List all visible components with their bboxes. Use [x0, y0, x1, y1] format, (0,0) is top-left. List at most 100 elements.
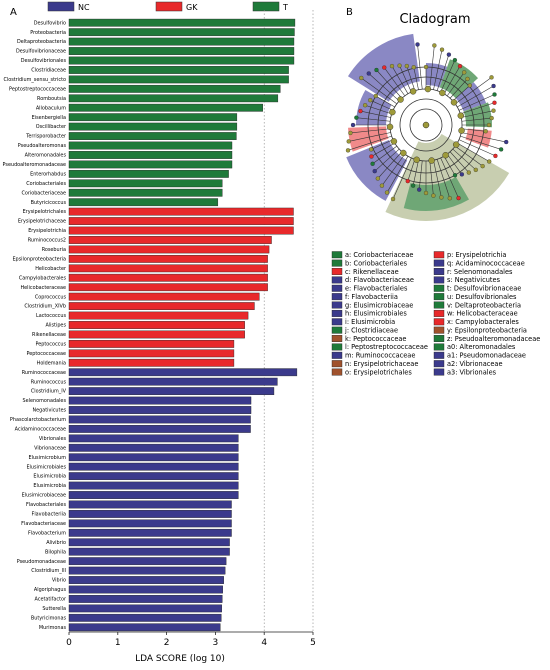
- clade-sector: [465, 128, 492, 148]
- cladogram-legend-item: q: Acidaminococcaceae: [433, 259, 525, 267]
- cladogram-legend-swatch: [433, 335, 445, 342]
- tree-branch: [460, 102, 495, 115]
- tree-branch: [457, 85, 494, 108]
- bar-label: Alteromonadales: [25, 153, 67, 159]
- bar-t-4: [68, 56, 295, 65]
- tree-node: [456, 195, 461, 201]
- cladogram-legend-item: d: Flavobacteriaceae: [331, 276, 414, 284]
- tree-branch: [461, 110, 494, 118]
- tree-branch: [460, 135, 502, 150]
- tree-branch: [384, 67, 406, 97]
- tree-node: [452, 57, 458, 63]
- bar-gk-3: [68, 236, 272, 244]
- bar-label: Eisenbergiella: [32, 115, 66, 121]
- cladogram-legend-label: z: Pseudoalteromonadaceae: [447, 335, 540, 343]
- bar-t-9: [68, 103, 263, 112]
- tree-node: [458, 127, 465, 134]
- tree-node: [404, 63, 409, 69]
- clade-sector: [356, 90, 392, 125]
- cladogram-legend-label: m: Ruminococcaceae: [345, 352, 415, 360]
- tree-node: [442, 151, 449, 159]
- bar-gk-4: [68, 245, 270, 254]
- cladogram-legend-swatch: [331, 343, 343, 351]
- tree-branch: [350, 128, 391, 134]
- cladogram-legend-label: j: Clostridiaceae: [344, 326, 398, 334]
- tree-branch: [418, 160, 423, 190]
- tree-node: [423, 64, 429, 70]
- bar-label: Murimonas: [39, 625, 67, 631]
- cladogram-legend-swatch: [433, 368, 445, 376]
- tree-node: [384, 190, 390, 195]
- bar-label: Pseudoalteromonas: [18, 143, 67, 149]
- lda-legend: NC GK T: [47, 1, 288, 12]
- tree-branch: [457, 142, 490, 162]
- cladogram-legend-item: f: Flavobacteriia: [331, 293, 398, 301]
- tree-branch: [429, 45, 435, 90]
- bar-t-5: [68, 66, 289, 74]
- bar-t-19: [68, 198, 219, 207]
- tree-branch: [381, 153, 406, 186]
- bar-label: Erysipelotrichia: [28, 228, 66, 234]
- bar-t-3: [68, 47, 295, 55]
- tree-node: [465, 76, 470, 82]
- bar-nc-0: [68, 368, 298, 377]
- bar-label: Pseudomonadaceae: [17, 559, 66, 565]
- tree-node: [389, 63, 395, 69]
- cladogram-legend-label: w: Helicobacteraceae: [447, 310, 518, 318]
- tree-node: [358, 108, 363, 114]
- bar-label: Vibrionaceae: [34, 445, 66, 451]
- cladogram-legend-label: l: Peptostreptococcaceae: [345, 343, 428, 351]
- cladogram-legend-item: g: Elusimicrobiaceae: [331, 301, 413, 309]
- tree-branch: [443, 156, 456, 176]
- bar-label: Acidaminococcaceae: [15, 427, 66, 433]
- tree-node: [473, 167, 478, 172]
- bar-gk-7: [68, 273, 268, 282]
- bar-label: Desulfovibrio: [34, 20, 66, 26]
- cladogram-legend-swatch: [331, 276, 343, 284]
- bar-gk-13: [68, 330, 245, 339]
- tree-branch: [399, 65, 412, 93]
- bar-label: Flavobacterium: [28, 530, 66, 536]
- cladogram-legend-swatch: [331, 351, 343, 359]
- cladogram-legend-swatch: [433, 251, 445, 259]
- bar-label: Clostridium_III: [31, 568, 66, 574]
- clade-sector: [439, 59, 479, 99]
- tree-node: [489, 75, 494, 80]
- bar-label: Elusimicrobiales: [26, 464, 66, 470]
- bar-nc-13: [68, 491, 239, 499]
- tree-branch: [449, 151, 470, 173]
- legend-entry-nc: NC: [47, 1, 90, 12]
- cladogram-legend-item: h: Elusimicrobiales: [331, 310, 407, 318]
- tree-branch: [429, 160, 434, 196]
- cladogram-legend-item: m: Ruminococcaceae: [331, 351, 415, 360]
- tree-branch: [458, 139, 496, 157]
- tree-node: [428, 157, 435, 164]
- bar-nc-17: [68, 528, 232, 537]
- bar-nc-16: [68, 519, 232, 528]
- tree-branch: [454, 77, 492, 105]
- tree-node: [492, 100, 497, 105]
- cladogram-legend-label: y: Epsilonproteobacteria: [447, 326, 527, 334]
- tree-branch: [365, 104, 392, 115]
- tree-node: [405, 178, 410, 184]
- bar-label: Bilophila: [45, 549, 66, 555]
- tree-node: [400, 149, 407, 157]
- bar-label: Acetatifactor: [35, 597, 67, 603]
- tree-node: [409, 88, 417, 95]
- bar-nc-27: [68, 623, 221, 632]
- bar-label: Clostridium_XIVb: [24, 304, 66, 310]
- bar-nc-14: [68, 500, 232, 509]
- legend-entry-gk: GK: [155, 1, 198, 12]
- cladogram-legend-item: t: Desulfovibrionaceae: [433, 285, 521, 293]
- cladogram-legend-label: e: Flavobacteriales: [345, 285, 408, 293]
- bar-label: Clostridium_sensu_stricto: [3, 77, 66, 83]
- bar-nc-8: [68, 443, 239, 452]
- lda-x-axis: 0 1 2 3 4 5: [66, 631, 316, 648]
- cladogram-legend-label: k: Peptococcaceae: [345, 335, 406, 343]
- tree-ring: [409, 108, 443, 142]
- tree-branch: [452, 148, 476, 171]
- bar-label: Desulfovibrionales: [21, 58, 67, 64]
- cladogram-legend-item: b: Coriobacteriales: [331, 259, 408, 267]
